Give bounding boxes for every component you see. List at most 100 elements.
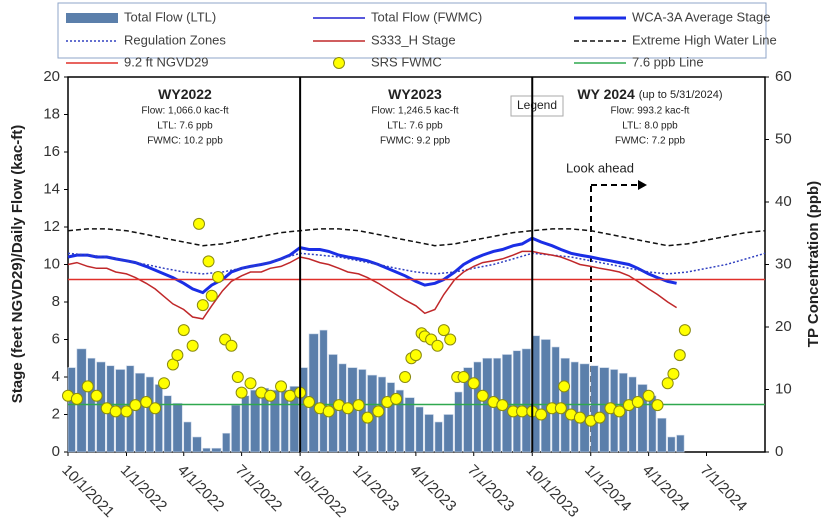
y-tick-label: 8 [52,293,60,310]
annotation-line: Flow: 1,066.0 kac-ft [141,106,228,117]
y-tick-label: 2 [52,405,60,422]
bar [415,406,424,453]
legend-label: S333_H Stage [371,32,456,47]
bar [443,414,454,453]
point [231,371,244,383]
point [120,405,133,418]
series-line [67,236,677,295]
point [661,377,674,390]
point [109,405,122,418]
point [225,339,238,352]
point [613,405,626,418]
plot-frame [67,76,766,453]
point [554,402,567,415]
bar [657,417,667,453]
point [390,392,403,405]
series-line [67,250,677,320]
bar [404,397,415,453]
point [516,405,529,418]
point [558,380,571,393]
point [573,411,586,424]
annotation-line: FWMC: 10.2 ppb [147,136,223,147]
point [341,402,354,415]
x-tick-label: 1/1/2023 [349,462,402,515]
y-tick-label: 18 [43,105,60,122]
point [437,324,450,337]
point [244,377,257,390]
x-tick-label: 1/1/2024 [581,462,634,515]
bar [551,346,560,453]
bar [628,376,637,453]
annotation-title-text: WY2022 [158,86,212,102]
bar [434,421,443,453]
bar [521,348,532,453]
bar [395,389,404,453]
point [283,389,296,402]
bar [579,363,590,453]
legend-label: 9.2 ft NGVD29 [124,54,209,69]
bar [202,447,211,453]
point [90,389,103,402]
y-axis-label: Stage (feet NGVD29)/Daily Flow (kac-ft) [9,125,26,403]
annotation-title: WY2022 [158,86,212,102]
annotation-line: FWMC: 9.2 ppb [380,136,450,147]
point [177,324,190,337]
legend-label: Extreme High Water Line [632,32,777,47]
point [264,389,277,402]
bar [454,391,463,453]
point [186,339,199,352]
x-tick-label: 4/1/2022 [174,462,227,515]
y2-tick-label: 20 [775,318,792,335]
point [158,377,171,390]
x-tick-label: 4/1/2024 [639,462,692,515]
point [667,367,680,380]
point [651,399,664,412]
point [496,399,509,412]
bar [67,367,76,453]
point [202,255,215,268]
bar [192,436,202,453]
bar [319,329,328,453]
bar [637,384,648,453]
point [467,377,480,390]
bar [308,333,319,453]
point [678,324,691,337]
y-tick-label: 14 [43,180,60,197]
annotation-subtitle: (up to 5/31/2024) [639,89,723,101]
legend-swatch [333,57,345,69]
point [673,349,686,362]
point [399,371,412,383]
legend-label: Legend [517,98,557,112]
y-tick-label: 10 [43,255,60,272]
y-tick-label: 4 [52,368,60,385]
y-tick-label: 20 [43,68,60,85]
annotation-line: FWMC: 7.2 ppb [615,136,685,147]
x-tick-label: 4/1/2023 [406,462,459,515]
annotation-title-text: WY2023 [388,86,442,102]
point [322,405,335,418]
y-tick-label: 12 [43,218,60,235]
legend-label: Total Flow (LTL) [124,9,216,24]
bar [676,434,685,453]
legend-label: SRS FWMC [371,54,442,69]
x-tick-label: 10/1/2021 [58,462,117,521]
legend-label-box [510,95,564,117]
bar [135,372,146,453]
y-tick-label: 0 [52,443,60,460]
bar [222,432,231,453]
series-line [67,228,766,247]
point [303,396,316,408]
bar [172,402,183,453]
point [476,389,489,402]
series-line [67,252,766,275]
bar [570,361,579,453]
point [140,396,153,408]
bar [386,382,395,453]
bar [211,447,222,453]
annotation-line: Flow: 993.2 kac-ft [611,106,690,117]
bar [463,367,473,453]
y-tick-label: 16 [43,143,60,160]
x-tick-label: 7/1/2022 [232,462,285,515]
bar [531,335,540,453]
